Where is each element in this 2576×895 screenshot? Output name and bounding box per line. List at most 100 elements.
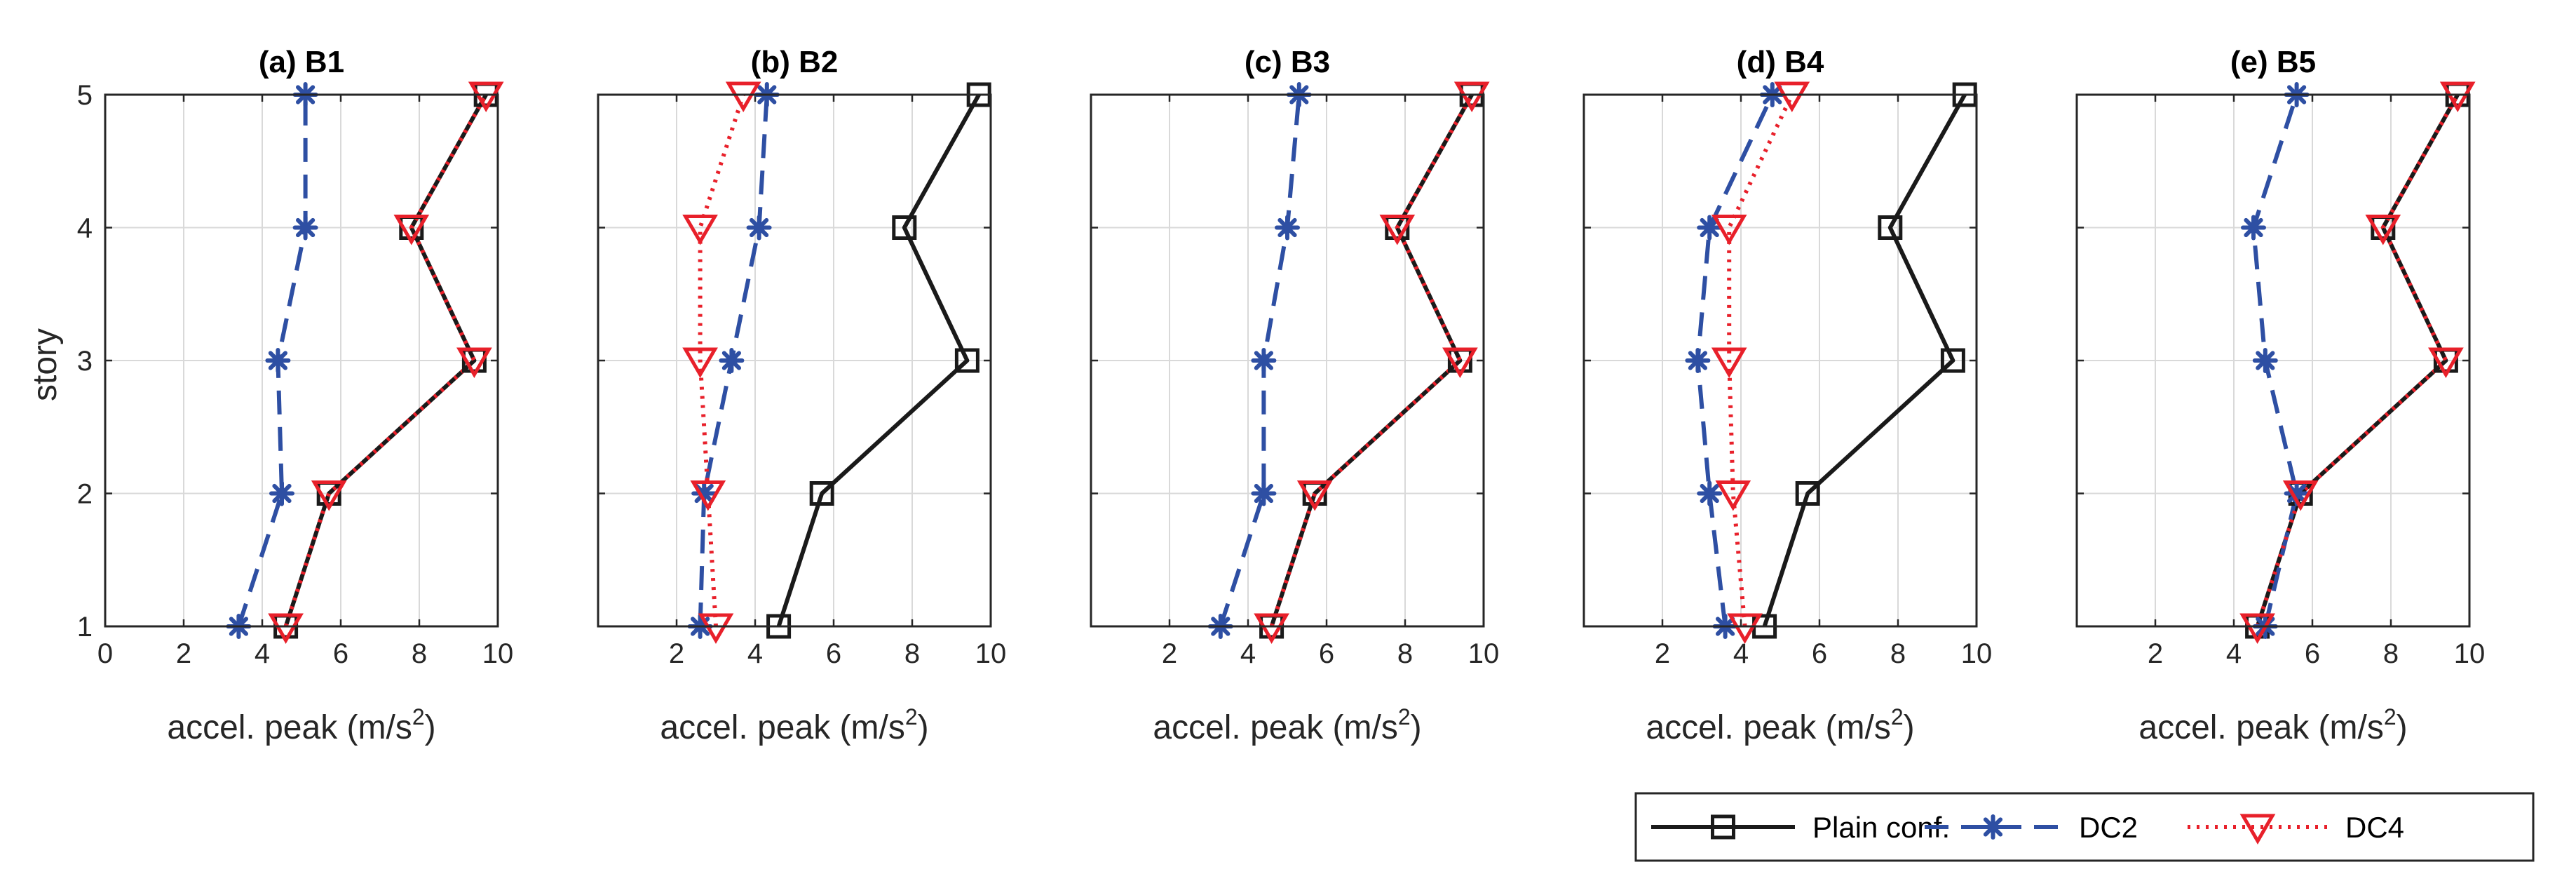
point-dc4: [690, 480, 726, 511]
legend-label-dc2: DC2: [2079, 811, 2138, 844]
point-dc4: [1774, 81, 1810, 112]
legend-box: [1634, 792, 2535, 862]
x-axis-label-sup: 2: [1398, 704, 1411, 729]
legend-label-dc4: DC4: [2345, 811, 2404, 844]
point-dc2-stroke: [1688, 351, 1708, 370]
series-line-dc4: [1727, 93, 1794, 627]
x-axis-label-main: accel. peak (m/s: [1153, 709, 1397, 746]
point-dc4: [1715, 480, 1751, 511]
legend-marker-dc2: [1980, 814, 2006, 840]
legend-marker-dc2-stroke: [1983, 817, 2003, 837]
x-tick-label: 2: [1655, 638, 1670, 669]
x-tick-label: 4: [255, 638, 270, 669]
point-plain-conf-: [1795, 481, 1820, 506]
x-tick-label: 8: [1397, 638, 1413, 669]
x-axis-label-sup: 2: [905, 704, 918, 729]
y-tick-label: 2: [77, 479, 93, 510]
point-plain-conf-: [809, 481, 834, 506]
point-dc2-stroke: [721, 351, 742, 370]
panel-title: (d) B4: [1737, 45, 1824, 79]
x-axis-label-main: accel. peak (m/s: [2138, 709, 2383, 746]
point-plain-conf-: [892, 215, 917, 240]
x-tick-label: 4: [747, 638, 763, 669]
point-dc4: [1727, 613, 1763, 644]
legend-marker-dc4: [2239, 814, 2276, 844]
point-dc4: [2282, 480, 2319, 511]
x-axis-label: accel. peak (m/s2): [1646, 704, 1914, 746]
x-axis-label-sup: 2: [412, 704, 425, 729]
x-axis-label: accel. peak (m/s2): [2138, 704, 2407, 746]
x-axis-label-close: ): [1411, 709, 1422, 746]
x-axis-label: accel. peak (m/s2): [660, 704, 928, 746]
point-dc4: [1296, 480, 1333, 511]
y-tick-label: 5: [77, 80, 93, 111]
panel-title: (b) B2: [751, 45, 839, 79]
point-dc2-stroke: [295, 217, 316, 238]
x-tick-label: 2: [1162, 638, 1177, 669]
point-dc4: [1453, 81, 1490, 112]
point-dc4: [2428, 347, 2464, 378]
x-axis-label: accel. peak (m/s2): [1153, 704, 1421, 746]
point-dc4: [393, 215, 430, 245]
point-dc4: [1711, 215, 1747, 245]
point-plain-conf-: [954, 348, 979, 373]
x-tick-label: 6: [826, 638, 841, 669]
x-tick-label: 0: [97, 638, 113, 669]
point-dc4: [682, 215, 718, 245]
point-dc2-stroke: [2286, 483, 2307, 504]
x-axis-label-main: accel. peak (m/s: [660, 709, 904, 746]
point-dc2: [292, 215, 318, 241]
panel-title: (e) B5: [2230, 45, 2316, 79]
x-tick-label: 10: [482, 638, 514, 669]
legend-entry-dc2: DC2: [1925, 811, 2138, 844]
panel-title: (c) B3: [1245, 45, 1330, 79]
y-tick-label: 1: [77, 612, 93, 642]
series-line-dc4: [1269, 93, 1474, 627]
point-dc4: [1254, 613, 1289, 644]
point-dc2: [2252, 348, 2278, 373]
point-dc4: [311, 480, 347, 511]
x-axis-label-close: ): [425, 709, 436, 746]
point-dc2-stroke: [1254, 483, 1274, 504]
x-tick-label: 6: [2305, 638, 2320, 669]
x-axis-label-sup: 2: [2384, 704, 2397, 729]
point-dc2: [1275, 215, 1300, 241]
x-axis-label-close: ): [2397, 709, 2408, 746]
x-axis-label-main: accel. peak (m/s: [1646, 709, 1890, 746]
x-tick-label: 6: [1319, 638, 1334, 669]
point-dc2-stroke: [2244, 217, 2263, 238]
y-tick-label: 4: [77, 213, 93, 244]
point-dc2: [719, 348, 745, 373]
point-dc2-stroke: [2256, 351, 2275, 370]
x-tick-label: 8: [904, 638, 920, 669]
x-tick-label: 4: [1733, 638, 1749, 669]
point-dc2: [1251, 348, 1277, 373]
point-dc2-stroke: [749, 217, 769, 238]
point-dc4: [2365, 215, 2401, 245]
x-tick-label: 2: [2148, 638, 2163, 669]
plot-frame: [1582, 93, 1978, 628]
x-tick-label: 10: [1468, 638, 1500, 669]
point-dc2-stroke: [1254, 351, 1274, 370]
legend: Plain conf. DC2 DC4: [1634, 792, 2535, 862]
point-dc4: [698, 613, 734, 644]
x-tick-label: 8: [1890, 638, 1906, 669]
series-line-dc4: [283, 93, 488, 627]
point-dc4: [1711, 347, 1747, 378]
plot-frame: [2075, 93, 2471, 628]
x-axis-label-close: ): [918, 709, 929, 746]
series-line-dc4: [698, 94, 746, 627]
x-tick-label: 8: [412, 638, 427, 669]
point-dc2: [691, 480, 717, 506]
x-tick-label: 2: [669, 638, 684, 669]
x-tick-label: 8: [2383, 638, 2399, 669]
point-dc2: [269, 480, 294, 506]
x-axis-label-sup: 2: [1891, 704, 1904, 729]
x-axis-label: accel. peak (m/s2): [167, 704, 435, 746]
point-dc2: [2241, 215, 2266, 241]
